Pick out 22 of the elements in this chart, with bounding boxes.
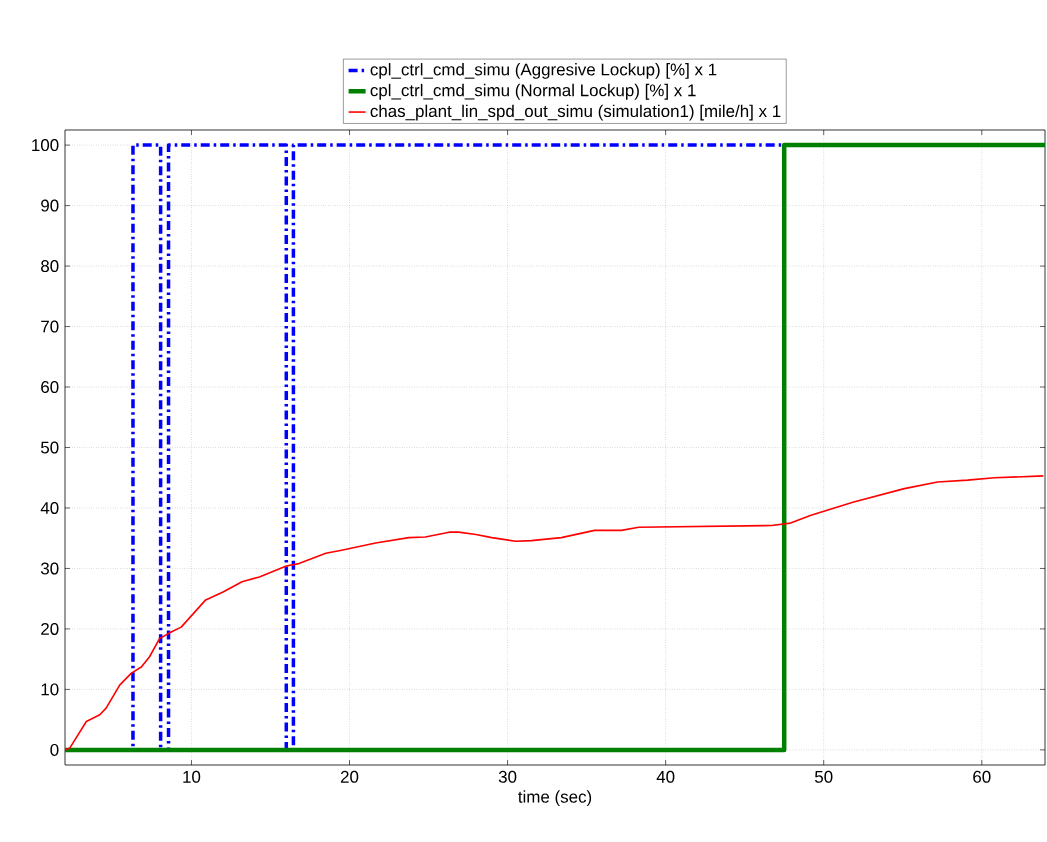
y-tick-label: 80 <box>41 260 59 273</box>
y-tick-label: 100 <box>32 139 59 152</box>
legend-label: chas_plant_lin_spd_out_simu (simulation1) [mile/h] x 1 <box>370 104 781 121</box>
x-tick-label: 40 <box>656 770 675 783</box>
y-tick-label: 0 <box>50 743 59 756</box>
x-tick-label: 50 <box>814 770 833 783</box>
legend-label: cpl_ctrl_cmd_simu (Aggresive Lockup) [%] x 1 <box>370 63 717 79</box>
y-tick-label: 20 <box>41 622 59 635</box>
line-series <box>65 475 1045 751</box>
y-tick-label: 70 <box>41 320 59 333</box>
y-tick-label: 40 <box>40 501 59 514</box>
x-tick-label: 10 <box>183 770 201 783</box>
y-tick-label: 10 <box>41 683 59 696</box>
x-axis-title: time (sec) <box>518 790 592 807</box>
legend-label: cpl_ctrl_cmd_simu (Normal Lockup) [%] x 1 <box>370 83 696 100</box>
x-tick-label: 30 <box>498 770 517 783</box>
x-tick-label: 60 <box>973 770 991 783</box>
x-tick-label: 20 <box>340 770 359 783</box>
y-tick-label: 30 <box>40 562 59 575</box>
y-tick-label: 60 <box>41 381 59 394</box>
y-tick-label: 90 <box>41 199 59 212</box>
y-tick-label: 50 <box>40 441 59 454</box>
